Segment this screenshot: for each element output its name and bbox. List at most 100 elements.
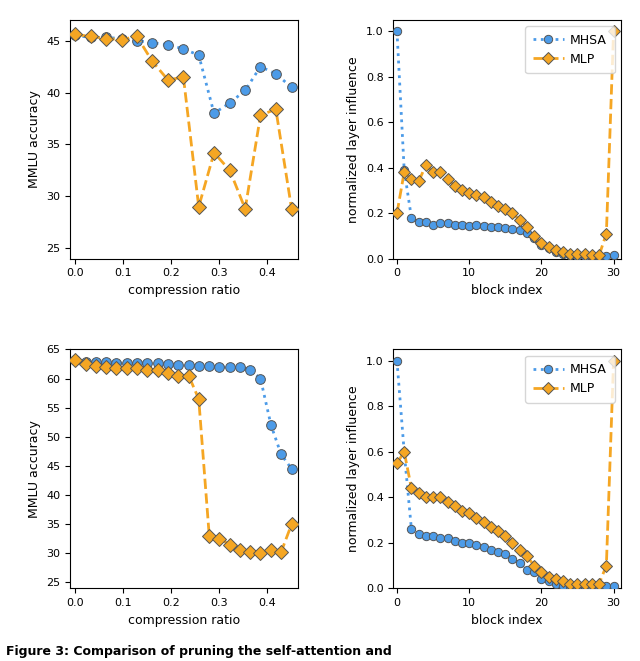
MLP	[226, 167, 234, 175]
MHSA	[531, 234, 538, 242]
MHSA	[436, 534, 444, 542]
MHSA	[566, 582, 574, 590]
MLP	[415, 177, 422, 185]
MLP	[257, 549, 264, 557]
MHSA	[113, 359, 120, 367]
Line: MHSA: MHSA	[393, 27, 618, 260]
MHSA	[501, 550, 509, 558]
MLP	[480, 518, 488, 526]
MLP	[429, 493, 437, 501]
MLP	[393, 459, 401, 467]
MHSA	[257, 63, 264, 71]
MHSA	[531, 568, 538, 576]
MLP	[408, 485, 415, 492]
X-axis label: block index: block index	[471, 613, 543, 627]
MHSA	[429, 532, 437, 540]
MHSA	[86, 34, 94, 42]
MHSA	[538, 575, 545, 583]
Line: MLP: MLP	[393, 357, 618, 588]
MLP	[559, 248, 567, 256]
MLP	[113, 364, 120, 372]
MLP	[501, 532, 509, 540]
MLP	[458, 186, 466, 194]
MLP	[236, 547, 244, 555]
MLP	[487, 198, 495, 206]
MLP	[257, 112, 264, 120]
MLP	[154, 366, 161, 374]
MHSA	[588, 582, 596, 590]
MLP	[516, 545, 524, 553]
MLP	[531, 562, 538, 570]
MHSA	[226, 363, 234, 371]
MLP	[267, 547, 275, 555]
MLP	[71, 356, 79, 364]
MHSA	[429, 221, 437, 229]
MHSA	[581, 253, 589, 260]
MHSA	[451, 537, 459, 545]
MLP	[602, 229, 610, 237]
MHSA	[444, 534, 451, 542]
X-axis label: compression ratio: compression ratio	[128, 613, 240, 627]
MHSA	[494, 223, 502, 231]
MLP	[195, 203, 203, 211]
MHSA	[102, 34, 110, 42]
Line: MHSA: MHSA	[70, 355, 296, 474]
MLP	[429, 169, 437, 176]
Legend: MHSA, MLP: MHSA, MLP	[525, 356, 614, 403]
MHSA	[277, 450, 285, 458]
MLP	[118, 36, 125, 44]
Y-axis label: MMLU accuracy: MMLU accuracy	[28, 91, 41, 188]
MLP	[595, 251, 603, 259]
MHSA	[422, 218, 429, 226]
MHSA	[393, 357, 401, 365]
MLP	[451, 502, 459, 510]
MHSA	[164, 360, 172, 368]
MHSA	[509, 225, 516, 233]
MLP	[566, 250, 574, 258]
MHSA	[143, 359, 151, 367]
MHSA	[408, 214, 415, 221]
MHSA	[236, 363, 244, 371]
MHSA	[118, 34, 125, 42]
MHSA	[102, 358, 110, 366]
MLP	[210, 149, 218, 157]
MLP	[164, 76, 172, 84]
MHSA	[610, 582, 618, 590]
MLP	[573, 250, 581, 258]
MLP	[272, 105, 280, 113]
MLP	[610, 27, 618, 35]
MHSA	[602, 253, 610, 260]
MHSA	[573, 582, 581, 590]
Text: Figure 3: Comparison of pruning the self-attention and: Figure 3: Comparison of pruning the self…	[6, 644, 392, 658]
Y-axis label: normalized layer influence: normalized layer influence	[348, 385, 360, 552]
MHSA	[415, 218, 422, 226]
MHSA	[401, 448, 408, 456]
MLP	[509, 210, 516, 217]
MHSA	[71, 32, 79, 40]
MLP	[226, 541, 234, 549]
MHSA	[195, 51, 203, 59]
MLP	[86, 32, 94, 40]
MHSA	[516, 559, 524, 567]
MLP	[531, 232, 538, 240]
MLP	[523, 223, 531, 231]
MHSA	[516, 226, 524, 234]
MHSA	[444, 219, 451, 227]
MHSA	[552, 248, 559, 256]
MLP	[436, 169, 444, 176]
MLP	[288, 520, 296, 528]
Line: MHSA: MHSA	[70, 30, 296, 118]
MHSA	[588, 253, 596, 260]
MLP	[465, 189, 473, 197]
MLP	[545, 573, 552, 581]
MLP	[102, 363, 110, 371]
MLP	[444, 498, 451, 506]
MLP	[444, 175, 451, 183]
MHSA	[133, 359, 141, 367]
Line: MLP: MLP	[70, 30, 296, 214]
MHSA	[154, 360, 161, 368]
MHSA	[494, 548, 502, 556]
MHSA	[422, 532, 429, 540]
MLP	[92, 362, 100, 369]
MHSA	[458, 221, 466, 229]
